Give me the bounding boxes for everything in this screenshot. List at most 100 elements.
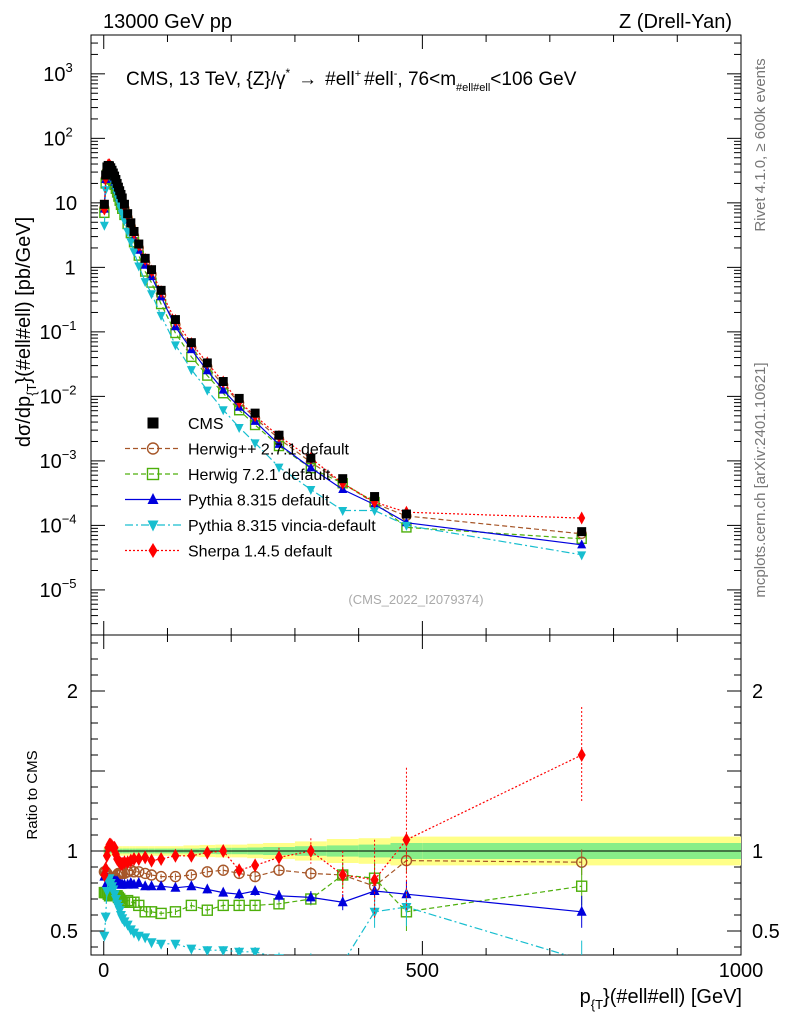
ratio-point [100,912,111,923]
main-point [170,341,180,351]
ratio-point [577,748,586,762]
ratio-point [139,906,151,918]
main-y-tick-label: 10−1 [39,318,76,344]
main-point [401,521,411,531]
main-point [126,218,136,228]
ratio-point [156,880,167,891]
main-point [140,253,150,263]
ratio-point [170,939,181,950]
ratio-point [141,850,150,865]
ratio-point [251,858,260,873]
main-series-0 [99,160,587,537]
ratio-point [250,947,261,955]
main-point [123,209,133,219]
main-y-tick-label: 10−3 [39,447,76,473]
x-tick-label: 500 [406,960,439,982]
ratio-point [273,889,284,900]
ratio-point [121,894,134,907]
main-y-tick-label: 10−2 [39,382,76,408]
ratio-point [185,899,198,912]
main-point [218,377,228,387]
ratio-point [203,845,212,860]
ratio-point [146,880,157,891]
main-point [134,262,144,272]
ratio-point [140,933,151,944]
legend-entry: CMS [147,416,224,433]
ratio-point [169,906,182,918]
main-point [338,474,348,484]
main-point [250,408,260,418]
ratio-point [133,877,144,887]
legend-label: Herwig++ 2.7.1 default [188,442,350,459]
main-point [99,221,109,231]
main-point [129,248,139,258]
legend-marker [147,493,159,504]
ratio-point [169,870,182,883]
main-point [578,511,586,525]
ratio-y-tick-label: 0.5 [50,921,78,943]
main-series-3 [99,166,587,549]
ratio-clip-group [98,707,588,969]
main-point [338,507,348,517]
ratio-point [305,867,317,880]
main-point [101,186,111,196]
ratio-point [186,880,197,891]
legend: CMS Herwig++ 2.7.1 default Herwig 7.2.1 de… [125,416,376,561]
main-point [370,492,380,502]
ratio-point [134,852,143,866]
ratio-point [338,959,348,969]
main-point [186,338,196,348]
ratio-point [338,868,347,882]
legend-entry: Herwig 7.2.1 default [125,467,331,484]
ratio-point [402,832,411,847]
ratio-point [306,844,315,858]
ratio-point [186,944,197,955]
ratio-point [370,872,379,887]
main-point [234,393,244,403]
main-point [274,438,284,448]
ratio-point [337,896,348,907]
x-tick-label: 1000 [719,960,764,982]
ratio-y-axis-label: Ratio to CMS [24,750,41,839]
main-data-layer [99,158,587,561]
legend-label: Pythia 8.315 vincia-default [188,518,376,535]
ratio-point [274,850,283,865]
ratio-panel-frame [90,634,742,956]
ratio-point [187,848,196,863]
main-y-tick-label: 10−5 [39,576,76,602]
ratio-point [155,907,167,920]
main-point [101,170,111,180]
legend-entry: Pythia 8.315 vincia-default [125,518,376,535]
main-point [202,365,212,375]
header-left: 13000 GeV pp [103,11,232,33]
main-point [119,199,129,209]
main-point [186,366,196,376]
ratio-point [233,899,245,912]
ratio-series-3 [99,874,583,969]
main-point [306,486,316,496]
legend-entry: Pythia 8.315 default [125,493,330,510]
main-point [147,290,157,300]
legend-label: CMS [188,416,224,433]
ratio-point [369,885,380,895]
main-point [218,384,228,394]
ratio-point [234,947,245,955]
main-y-tick-label: 10 [55,193,77,215]
ratio-point [201,866,213,878]
ratio-point [217,899,229,912]
main-point [170,315,180,325]
main-point [99,199,109,209]
main-point [202,358,212,368]
legend-label: Sherpa 1.4.5 default [188,544,333,561]
main-point [202,386,212,396]
main-point [156,285,166,295]
ratio-point [133,866,145,878]
chart-title: CMS, 13 TeV, {Z}/γ* → #ell+ #ell-, 76<m#ell… [126,66,577,94]
ratio-y-tick-label: 1 [67,841,78,863]
ratio-point [156,939,167,950]
ratio-point [129,928,140,939]
ratio-point [235,863,244,878]
legend-marker [147,417,159,429]
